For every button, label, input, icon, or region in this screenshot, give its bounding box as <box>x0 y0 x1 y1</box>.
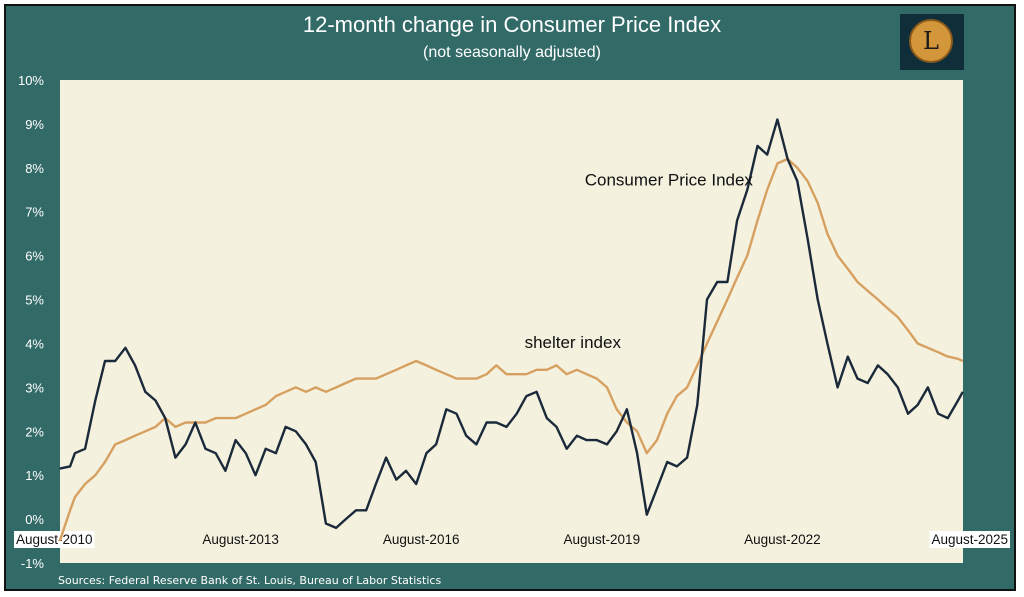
y-tick-label: 5% <box>25 293 44 308</box>
y-tick-label: 2% <box>25 424 44 439</box>
y-tick-label: 4% <box>25 336 44 351</box>
source-note: Sources: Federal Reserve Bank of St. Lou… <box>58 574 442 587</box>
chart-title: 12-month change in Consumer Price Index <box>302 12 722 37</box>
y-tick-label: -1% <box>21 556 45 571</box>
brand-logo: L <box>900 14 964 70</box>
x-tick-label-box <box>14 531 95 548</box>
y-tick-label: 6% <box>25 249 44 264</box>
x-tick-label: August-2019 <box>564 532 641 547</box>
y-tick-label: 0% <box>25 512 44 527</box>
x-tick-label: August-2010 <box>16 532 93 547</box>
x-tick-label: August-2025 <box>931 532 1008 547</box>
y-tick-label: 9% <box>25 117 44 132</box>
x-tick-label-box <box>929 531 1010 548</box>
shelter-series-line <box>58 157 964 542</box>
y-tick-label: 1% <box>25 468 44 483</box>
x-tick-label: August-2016 <box>383 532 460 547</box>
shelter-annotation: shelter index <box>525 333 622 352</box>
cpi-series-line <box>59 118 964 530</box>
logo-coin-icon: L <box>909 19 953 63</box>
y-axis-tick-labels: -1% 0% 1% 2% 3% 4% 5% 6% 7% 8% 9% 10% <box>18 73 44 571</box>
y-tick-label: 3% <box>25 380 44 395</box>
y-tick-label: 10% <box>18 73 44 88</box>
plot-area <box>60 80 963 563</box>
x-tick-label: August-2013 <box>202 532 279 547</box>
chart-subtitle: (not seasonally adjusted) <box>423 44 601 61</box>
cpi-annotation: Consumer Price Index <box>585 170 754 189</box>
chart-annotations: Consumer Price Index shelter index <box>525 170 754 351</box>
y-tick-label: 7% <box>25 205 44 220</box>
x-tick-label: August-2022 <box>744 532 821 547</box>
y-tick-label: 8% <box>25 161 44 176</box>
x-axis-tick-labels: August-2010 August-2013 August-2016 August-… <box>14 531 1010 548</box>
series-lines <box>58 118 964 542</box>
